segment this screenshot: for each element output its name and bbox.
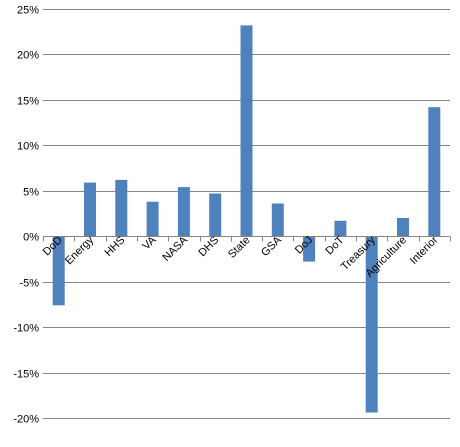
bar-treasury bbox=[365, 236, 378, 413]
bar-agriculture bbox=[397, 218, 409, 237]
bar-nasa bbox=[177, 187, 190, 237]
y-axis-tick-labels: -20% -15% -10% -5% 0% 5% 10% 15% 20% 25% bbox=[13, 5, 39, 426]
y-tick-label: -20% bbox=[13, 414, 39, 426]
bar-state bbox=[240, 25, 253, 237]
x-tick-label: Energy bbox=[63, 234, 96, 267]
y-tick-label: -5% bbox=[19, 278, 39, 290]
y-tick-label: 0% bbox=[23, 232, 39, 244]
y-tick-label: 20% bbox=[17, 50, 39, 62]
bar-dhs bbox=[209, 193, 222, 237]
zero-axis bbox=[43, 236, 451, 242]
x-tick-label: State bbox=[226, 234, 253, 261]
x-tick-label: DoT bbox=[323, 234, 346, 257]
bar-va bbox=[146, 201, 159, 237]
bars bbox=[52, 25, 441, 413]
bar-energy bbox=[84, 182, 96, 237]
y-tick-label: 25% bbox=[17, 5, 39, 17]
bar-gsa bbox=[271, 203, 284, 237]
y-tick-label: 5% bbox=[23, 187, 39, 199]
x-tick-label: NASA bbox=[160, 234, 190, 264]
bar-dod bbox=[52, 236, 65, 306]
y-tick-label: -15% bbox=[13, 369, 39, 381]
y-tick-label: 15% bbox=[17, 96, 39, 108]
x-tick-label: Interior bbox=[408, 234, 441, 267]
y-tick-label: -10% bbox=[13, 323, 39, 335]
bar-hhs bbox=[115, 179, 128, 237]
bar-dot bbox=[334, 220, 347, 237]
bar-doj bbox=[303, 236, 316, 262]
y-tick-label: 10% bbox=[17, 141, 39, 153]
bar-interior bbox=[428, 107, 441, 237]
